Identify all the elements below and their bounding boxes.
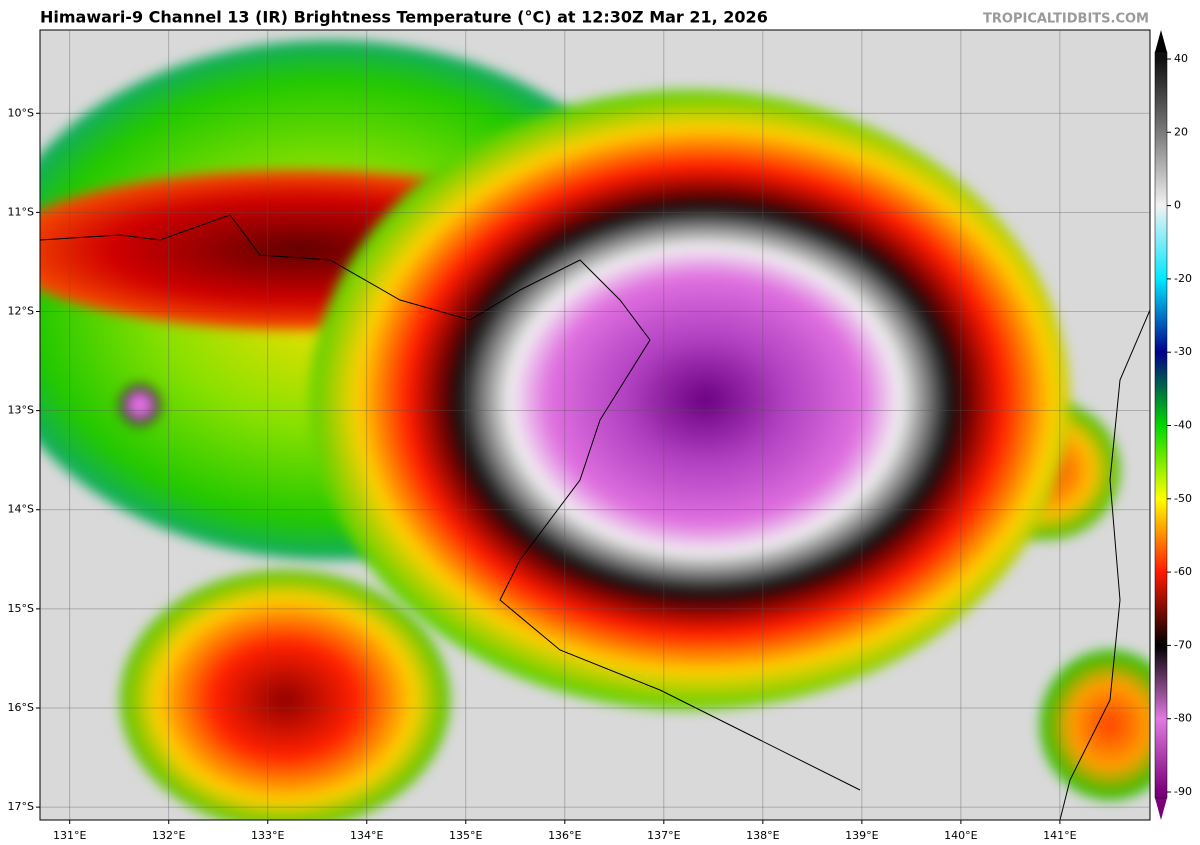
colorbar-label: -80 — [1174, 712, 1192, 725]
colorbar — [1154, 51, 1168, 799]
lon-label: 133°E — [251, 829, 284, 842]
colorbar-label: 40 — [1174, 52, 1188, 65]
cloud-southwest — [120, 570, 450, 820]
colorbar-arrow-top — [1155, 30, 1167, 52]
lon-label: 131°E — [53, 829, 86, 842]
credit: TROPICALTIDBITS.COM — [983, 12, 1149, 27]
map-frame — [39, 29, 1151, 821]
colorbar-label: -90 — [1174, 785, 1192, 798]
colorbar-arrow-bottom — [1155, 798, 1167, 820]
lon-label: 137°E — [647, 829, 680, 842]
lon-label: 134°E — [350, 829, 383, 842]
colorbar-label: -70 — [1174, 638, 1192, 651]
title: Himawari-9 Channel 13 (IR) Brightness Te… — [40, 8, 768, 27]
colorbar-label: -60 — [1174, 565, 1192, 578]
satellite-image — [40, 30, 1150, 820]
lat-label: 10°S — [8, 106, 34, 119]
cloud-west-cell — [120, 385, 160, 425]
lon-label: 135°E — [449, 829, 482, 842]
lat-label: 17°S — [8, 800, 34, 813]
storm — [310, 90, 1070, 710]
colorbar-label: 0 — [1174, 199, 1181, 212]
lon-label: 138°E — [746, 829, 779, 842]
lat-label: 12°S — [8, 305, 34, 318]
lon-label: 140°E — [944, 829, 977, 842]
colorbar-label: -40 — [1174, 419, 1192, 432]
colorbar-label: -50 — [1174, 492, 1192, 505]
lat-label: 11°S — [8, 205, 34, 218]
lat-label: 15°S — [8, 602, 34, 615]
lat-label: 13°S — [8, 404, 34, 417]
colorbar-label: -30 — [1174, 345, 1192, 358]
lon-label: 136°E — [548, 829, 581, 842]
colorbar-label: -20 — [1174, 272, 1192, 285]
lon-label: 132°E — [152, 829, 185, 842]
lat-label: 16°S — [8, 701, 34, 714]
colorbar-label: 20 — [1174, 125, 1188, 138]
lon-label: 141°E — [1043, 829, 1076, 842]
cloud-southeast — [1040, 650, 1150, 800]
lat-label: 14°S — [8, 503, 34, 516]
coastline — [39, 214, 1151, 821]
lon-label: 139°E — [845, 829, 878, 842]
